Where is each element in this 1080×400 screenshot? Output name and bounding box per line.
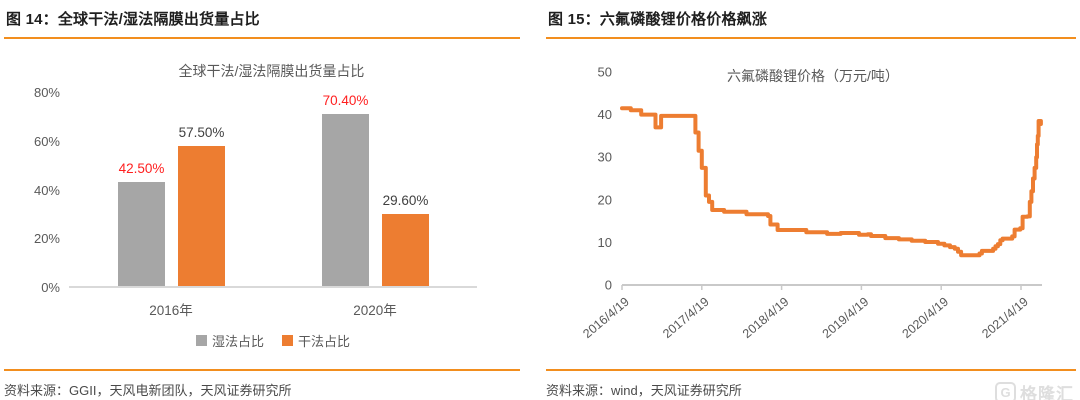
bar-湿法占比-2020年: 70.40% xyxy=(322,93,369,286)
figure-15-source-row: 资料来源：wind，天风证券研究所 G 格隆汇 xyxy=(546,369,1076,400)
bar-湿法占比-2016年: 42.50% xyxy=(118,161,165,286)
bar-value-label: 29.60% xyxy=(382,192,429,208)
bar-干法占比-2020年: 29.60% xyxy=(382,193,429,286)
svg-text:2021/4/19: 2021/4/19 xyxy=(979,295,1031,342)
svg-text:0: 0 xyxy=(605,278,612,293)
bar-group-2020年: 70.40% 29.60% xyxy=(322,93,429,286)
svg-text:30: 30 xyxy=(598,150,612,165)
line-chart: 六氟磷酸锂价格（万元/吨） 0 10 20 30 40 50 2016/4/19 2017/4/… xyxy=(546,39,1076,369)
svg-text:2017/4/19: 2017/4/19 xyxy=(660,295,712,342)
figure-14-source-row: 资料来源：GGII，天风电新团队，天风证券研究所 xyxy=(4,369,520,399)
svg-text:六氟磷酸锂价格（万元/吨）: 六氟磷酸锂价格（万元/吨） xyxy=(727,68,899,84)
gelonghui-watermark: G 格隆汇 xyxy=(995,380,1074,400)
legend-item-干法占比: 干法占比 xyxy=(282,331,350,350)
legend-item-湿法占比: 湿法占比 xyxy=(195,331,264,350)
price-line-series xyxy=(620,106,1043,258)
svg-text:2019/4/19: 2019/4/19 xyxy=(820,295,872,342)
x-category-label: 2016年 xyxy=(149,303,193,318)
bar-chart-y-axis: 0% 20% 40% 60% 80% xyxy=(4,85,60,295)
svg-text:2018/4/19: 2018/4/19 xyxy=(740,295,792,342)
figure-15-title: 图 15：六氟磷酸锂价格价格飙涨 xyxy=(548,11,768,28)
bar-value-label: 42.50% xyxy=(118,161,165,177)
figure-14-source: 资料来源：GGII，天风电新团队，天风证券研究所 xyxy=(4,383,292,398)
figure-15-panel: 图 15：六氟磷酸锂价格价格飙涨 六氟磷酸锂价格（万元/吨） 0 10 20 30 40 5… xyxy=(546,6,1076,400)
bar-group-2016年: 42.50% 57.50% xyxy=(118,125,225,286)
svg-text:2020/4/19: 2020/4/19 xyxy=(900,295,952,342)
legend-label: 干法占比 xyxy=(298,334,351,349)
svg-text:20: 20 xyxy=(598,192,612,207)
y-tick-label: 60% xyxy=(33,133,60,149)
bar-chart: 全球干法/湿法隔膜出货量占比 0% 20% 40% 60% 80% 42.50% 57.5… xyxy=(4,39,520,369)
legend-swatch-icon xyxy=(195,335,207,346)
figure-14-title-rule xyxy=(4,37,520,39)
x-category-label: 2020年 xyxy=(353,303,397,318)
legend-label: 湿法占比 xyxy=(211,334,264,349)
svg-text:40: 40 xyxy=(598,107,612,122)
legend-swatch-icon xyxy=(282,335,293,346)
figure-15-source: 资料来源：wind，天风证券研究所 xyxy=(546,383,742,398)
bar-chart-legend: 湿法占比 干法占比 xyxy=(69,331,477,350)
y-tick-label: 40% xyxy=(33,182,60,198)
figure-14-title: 图 14：全球干法/湿法隔膜出货量占比 xyxy=(6,11,260,28)
bar-value-label: 57.50% xyxy=(178,124,225,140)
gelonghui-logo-icon: G xyxy=(995,382,1016,400)
figure-15-title-rule xyxy=(546,37,1076,39)
gelonghui-logo-text: 格隆汇 xyxy=(1020,385,1074,400)
figure-14-panel: 图 14：全球干法/湿法隔膜出货量占比 全球干法/湿法隔膜出货量占比 0% 20%… xyxy=(4,6,520,400)
svg-text:2016/4/19: 2016/4/19 xyxy=(580,295,632,342)
svg-text:10: 10 xyxy=(598,235,612,250)
bar-value-label: 70.40% xyxy=(322,93,369,109)
bar-chart-title: 全球干法/湿法隔膜出货量占比 xyxy=(178,63,365,79)
bar-chart-plot-area: 42.50% 57.50% 70.40% 29.60% xyxy=(69,93,477,288)
svg-text:50: 50 xyxy=(598,65,612,80)
y-tick-label: 80% xyxy=(33,85,60,100)
bar-干法占比-2016年: 57.50% xyxy=(178,125,225,286)
y-tick-label: 20% xyxy=(33,231,60,247)
y-tick-label: 0% xyxy=(41,280,60,295)
